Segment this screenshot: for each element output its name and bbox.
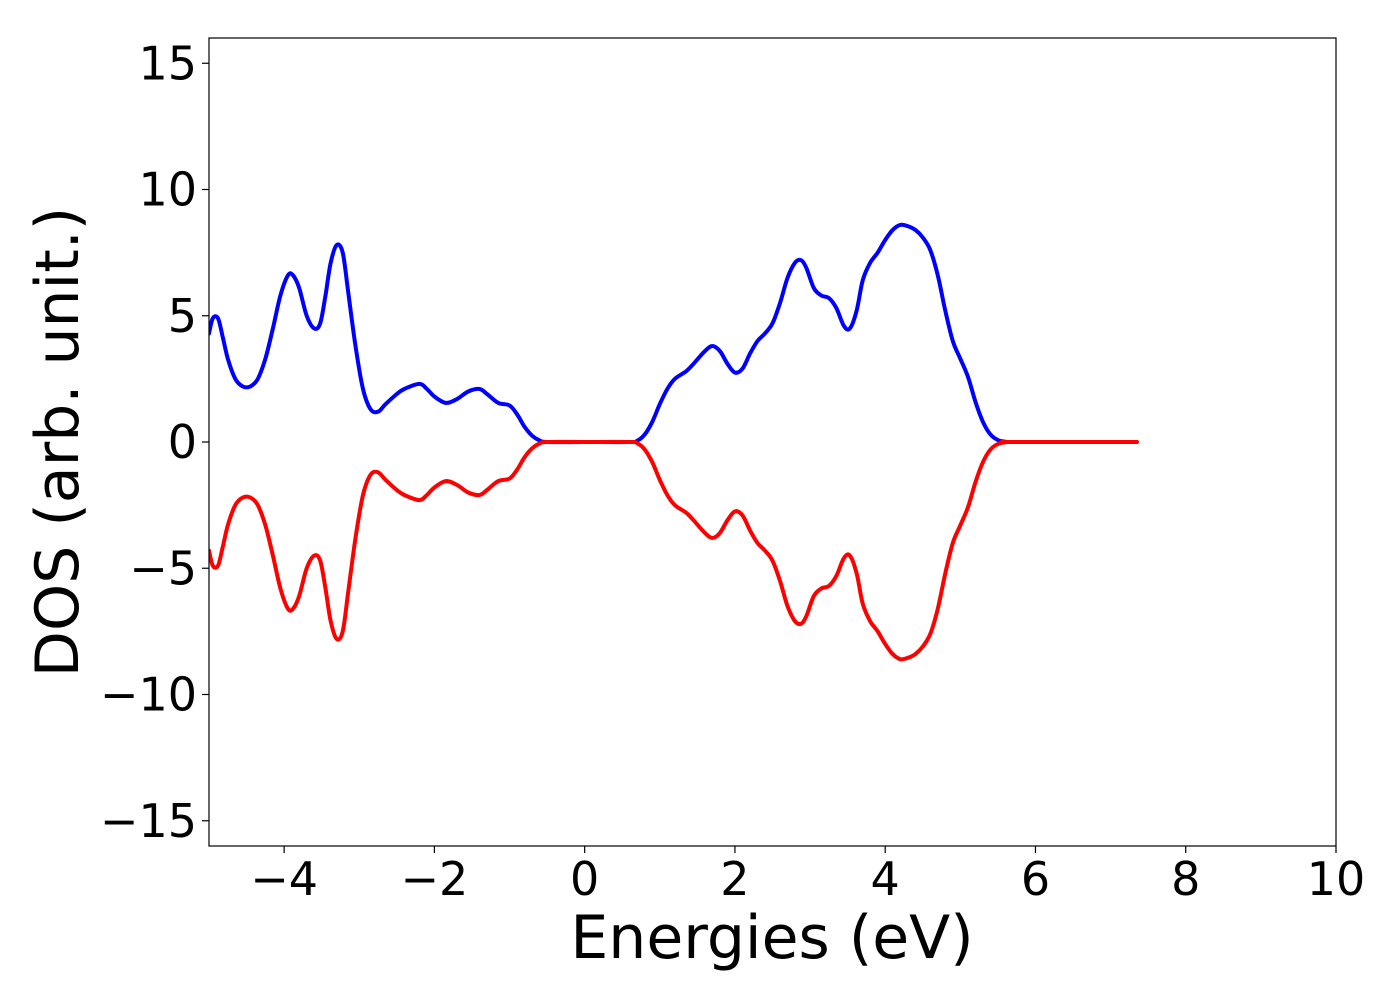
y-axis: 15 10 5 0 −5 −10 −15 (100, 36, 209, 848)
y-tick-label: −5 (129, 541, 197, 595)
x-tick-label: 8 (1171, 852, 1200, 906)
x-tick-label: 2 (720, 852, 749, 906)
x-tick-label: 10 (1307, 852, 1366, 906)
x-tick-label: 4 (871, 852, 900, 906)
dos-series-positive-line (209, 222, 1139, 445)
x-tick-label: −2 (400, 852, 468, 906)
y-tick-label: −10 (100, 668, 197, 722)
y-tick-label: 5 (168, 289, 197, 343)
dos-series-negative-line (209, 439, 1139, 662)
y-axis-label: DOS (arb. unit.) (23, 207, 93, 677)
y-tick-label: −15 (100, 794, 197, 848)
x-tick-label: 6 (1021, 852, 1050, 906)
x-axis-label: Energies (eV) (570, 903, 973, 973)
y-tick-label: 0 (168, 415, 197, 469)
x-tick-label: 0 (570, 852, 599, 906)
x-axis: −4 −2 0 2 4 6 8 10 (250, 846, 1365, 906)
x-tick-label: −4 (250, 852, 318, 906)
series-group (209, 222, 1139, 662)
y-tick-label: 10 (138, 163, 197, 217)
y-tick-label: 15 (138, 36, 197, 90)
plot-background (209, 38, 1336, 846)
